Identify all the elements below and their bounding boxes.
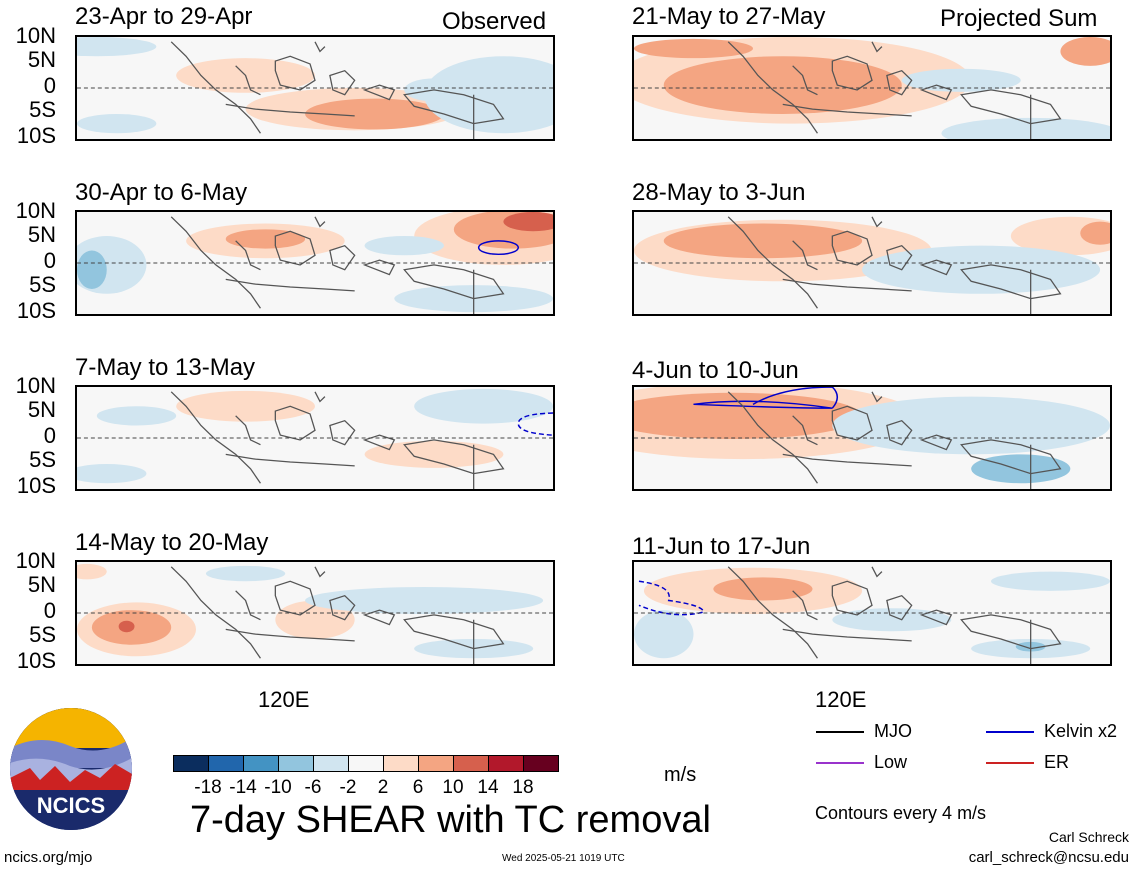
- panel-title-4: 14-May to 20-May: [75, 529, 269, 556]
- colorbar-swatch: [208, 755, 244, 772]
- y-axis-label-s10: 10S: [16, 298, 56, 323]
- y-axis-label-eq: 0: [43, 73, 56, 98]
- colorbar-swatch: [313, 755, 349, 772]
- colorbar-tick-label: -18: [194, 777, 222, 798]
- contours-note: Contours every 4 m/s: [815, 803, 987, 823]
- panel-title-2: 30-Apr to 6-May: [75, 179, 248, 206]
- map-panel-2: [75, 210, 555, 316]
- legend-low-label: Low: [874, 752, 908, 772]
- colorbar-swatch: [278, 755, 314, 772]
- x-axis-label-left: 120E: [258, 687, 310, 712]
- legend-mjo: MJO: [816, 721, 912, 742]
- y-axis-label-n5: 5N: [27, 397, 56, 422]
- colorbar-swatch: [418, 755, 454, 772]
- legend-er-label: ER: [1044, 752, 1070, 772]
- colorbar-tick-label: -10: [264, 777, 292, 798]
- colorbar-swatch: [488, 755, 524, 772]
- footer-timestamp: Wed 2025-05-21 1019 UTC: [502, 853, 625, 864]
- y-axis-label-n5: 5N: [27, 222, 56, 247]
- y-axis-label-eq: 0: [43, 423, 56, 448]
- colorbar-swatch: [453, 755, 489, 772]
- map-panel-4: [75, 560, 555, 666]
- colorbar-tick-label: 10: [442, 777, 464, 798]
- y-axis-label-n10: 10N: [15, 373, 56, 398]
- colorbar-tick-label: 14: [477, 777, 499, 798]
- colorbar-swatch: [523, 755, 559, 772]
- map-panel-8: [632, 560, 1112, 666]
- colorbar-swatch: [383, 755, 419, 772]
- panel-title-5: 21-May to 27-May: [632, 3, 826, 30]
- author-email: carl_schreck@ncsu.edu: [968, 849, 1129, 866]
- colorbar-swatch: [348, 755, 384, 772]
- y-axis-label-s5: 5S: [29, 447, 56, 472]
- y-axis-label-n5: 5N: [27, 47, 56, 72]
- colorbar-tick-label: 6: [412, 777, 424, 798]
- legend-kelvin-label: Kelvin x2: [1044, 721, 1118, 741]
- footer-url[interactable]: ncics.org/mjo: [4, 849, 93, 866]
- panel-title-7: 4-Jun to 10-Jun: [632, 357, 799, 384]
- main-title: 7-day SHEAR with TC removal: [190, 799, 711, 841]
- colorbar-tick-label: -2: [339, 777, 357, 798]
- panel-title-3: 7-May to 13-May: [75, 354, 256, 381]
- y-axis-label-s5: 5S: [29, 622, 56, 647]
- map-panel-6: [632, 210, 1112, 316]
- author-name: Carl Schreck: [1048, 829, 1129, 845]
- colorbar: [173, 755, 559, 772]
- logo-text: NCICS: [37, 793, 105, 818]
- y-axis-label-s10: 10S: [16, 648, 56, 673]
- panel-title-8: 11-Jun to 17-Jun: [632, 533, 811, 560]
- panel-title-1: 23-Apr to 29-Apr: [75, 3, 253, 30]
- ncics-logo: NCICS: [10, 708, 132, 830]
- y-axis-label-n10: 10N: [15, 198, 56, 223]
- map-panel-5: [632, 35, 1112, 141]
- legend-kelvin: Kelvin x2: [986, 721, 1117, 742]
- colorbar-tick-label: 2: [377, 777, 389, 798]
- low-line-swatch: [816, 761, 864, 764]
- y-axis-label-s10: 10S: [16, 123, 56, 148]
- er-line-swatch: [986, 761, 1034, 764]
- map-panel-3: [75, 385, 555, 491]
- projected-header: Projected Sum: [940, 5, 1098, 32]
- legend-mjo-label: MJO: [874, 721, 912, 741]
- colorbar-swatch: [243, 755, 279, 772]
- y-axis-label-s5: 5S: [29, 272, 56, 297]
- x-axis-label-right: 120E: [815, 687, 867, 712]
- legend-low: Low: [816, 752, 907, 773]
- colorbar-tick-label: 18: [512, 777, 534, 798]
- y-axis-label-n5: 5N: [27, 572, 56, 597]
- kelvin-line-swatch: [986, 730, 1034, 733]
- panel-title-6: 28-May to 3-Jun: [632, 179, 806, 206]
- y-axis-label-eq: 0: [43, 248, 56, 273]
- y-axis-label-n10: 10N: [15, 23, 56, 48]
- map-panel-7: [632, 385, 1112, 491]
- map-panel-1: [75, 35, 555, 141]
- colorbar-swatch: [173, 755, 209, 772]
- y-axis-label-s5: 5S: [29, 97, 56, 122]
- y-axis-label-n10: 10N: [15, 548, 56, 573]
- mjo-line-swatch: [816, 730, 864, 733]
- y-axis-label-s10: 10S: [16, 473, 56, 498]
- y-axis-label-eq: 0: [43, 598, 56, 623]
- observed-header: Observed: [442, 8, 547, 35]
- units-label: m/s: [664, 764, 697, 786]
- colorbar-tick-label: -14: [229, 777, 257, 798]
- legend-er: ER: [986, 752, 1069, 773]
- colorbar-tick-label: -6: [304, 777, 322, 798]
